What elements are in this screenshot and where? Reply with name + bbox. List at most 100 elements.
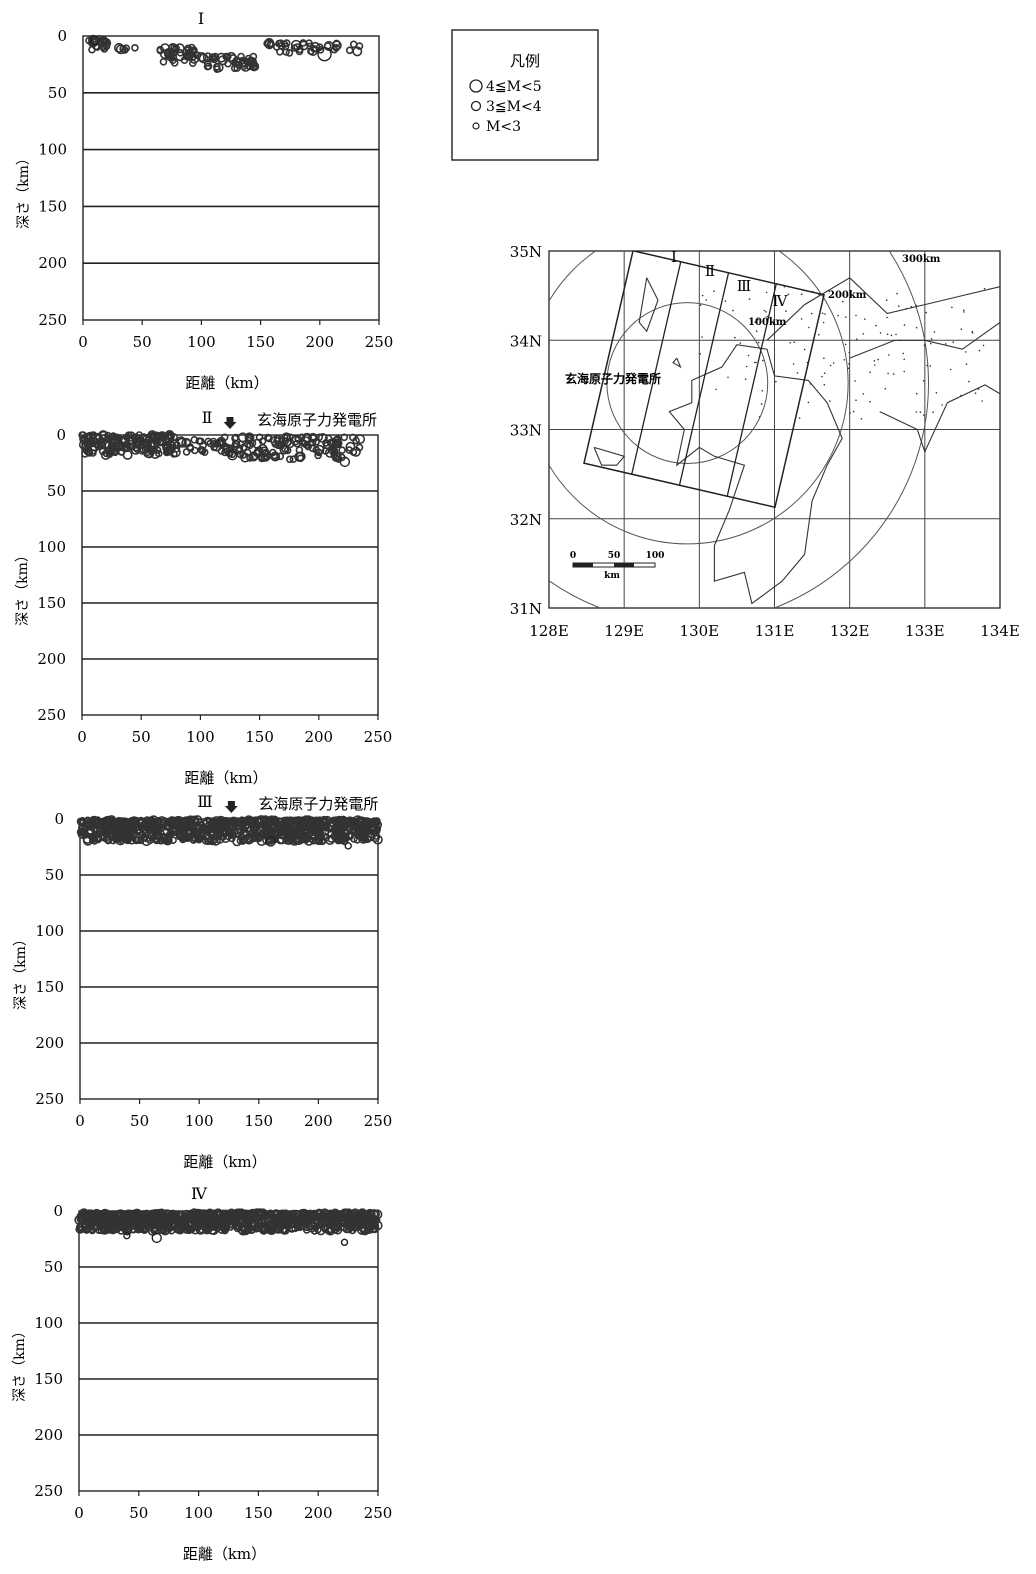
y-tick-label: 250 (38, 311, 67, 329)
hypocenter-point (174, 43, 185, 54)
coastline (638, 277, 659, 333)
y-tick-label: 0 (53, 1202, 63, 1220)
epicenter-dot (713, 290, 715, 293)
x-tick-label: 50 (132, 728, 151, 746)
hypocenter-point (359, 822, 370, 833)
epicenter-dot (960, 394, 962, 397)
hypocenter-point (372, 834, 383, 845)
hypocenter-point (78, 828, 87, 836)
epicenter-dot (898, 339, 900, 342)
y-tick-label: 150 (38, 197, 67, 215)
epicenter-dot (789, 342, 791, 344)
hypocenter-point (198, 446, 206, 455)
hypocenter-point (255, 1219, 264, 1227)
epicenter-dot (944, 343, 947, 345)
epicenter-dot (796, 372, 799, 374)
hypocenter-point (92, 42, 100, 51)
epicenter-dot (847, 367, 850, 370)
plot-frame (81, 434, 379, 716)
hypocenter-point (360, 1225, 369, 1234)
epicenter-dot (803, 348, 806, 351)
legend-item-label: 4≦M<5 (486, 79, 542, 95)
epicenter-dot (869, 400, 871, 403)
epicenter-dot (766, 315, 769, 318)
epicenter-dot (964, 351, 967, 353)
hypocenter-point (183, 438, 192, 447)
epicenter-dot (822, 321, 825, 324)
hypocenter-point (91, 824, 99, 833)
epicenter-dot (923, 344, 926, 347)
hypocenter-point (309, 434, 317, 442)
epicenter-dot (915, 411, 917, 413)
epicenter-dot (915, 326, 918, 329)
hypocenter-point (202, 837, 210, 845)
epicenter-dot (974, 392, 977, 395)
hypocenter-point (285, 49, 294, 57)
x-tick-label: 50 (133, 333, 152, 351)
hypocenter-point (142, 1212, 150, 1220)
y-tick-label: 100 (38, 141, 67, 159)
epicenter-dot (732, 309, 734, 312)
hypocenter-point (220, 433, 229, 442)
legend-symbol-medium (470, 100, 482, 112)
hypocenter-point (111, 825, 120, 833)
hypocenter-points (74, 1208, 383, 1247)
x-tick-label: 100 (187, 333, 216, 351)
epicenter-dot (903, 370, 905, 373)
hypocenter-point (274, 1225, 283, 1233)
coastline (721, 607, 723, 608)
hypocenter-point (232, 818, 241, 827)
hypocenter-point (327, 438, 338, 449)
hypocenter-point (293, 439, 301, 448)
epicenter-dot (983, 287, 986, 290)
epicenter-dot (758, 416, 761, 418)
hypocenter-point (134, 826, 143, 834)
hypocenter-point (310, 1222, 319, 1230)
longitude-label: 131E (755, 622, 795, 640)
hypocenter-point (187, 1209, 196, 1218)
hypocenter-point (271, 816, 279, 825)
hypocenter-point (227, 449, 238, 461)
x-tick-label: 100 (185, 1112, 214, 1130)
hypocenter-point (312, 816, 321, 825)
hypocenter-point (214, 1215, 225, 1226)
y-axis-label: 深さ（km） (13, 932, 29, 1010)
hypocenter-point (79, 818, 87, 827)
hypocenter-point (370, 824, 381, 835)
hypocenter-point (109, 433, 117, 441)
hypocenter-point (260, 817, 271, 828)
hypocenter-point (109, 836, 117, 845)
hypocenter-point (249, 817, 258, 826)
hypocenter-point (328, 447, 337, 456)
hypocenter-point (98, 1215, 106, 1223)
hypocenter-point (153, 822, 162, 831)
hypocenter-point (221, 1223, 230, 1232)
epicenter-dot (775, 380, 777, 383)
epicenter-dot (705, 299, 707, 301)
cross-section-chart: 0 50 100 150 200 250 0 50 100 150 200 250 距離（km） 深さ（k… (16, 9, 393, 392)
y-axis-label: 深さ（km） (16, 151, 32, 229)
epicenter-dot (747, 354, 750, 357)
epicenter-dot (930, 342, 932, 345)
hypocenter-point (283, 835, 292, 843)
epicenter-dot (748, 298, 751, 300)
y-tick-label: 200 (38, 254, 67, 272)
y-tick-label: 100 (34, 1314, 63, 1332)
hypocenter-point (345, 441, 356, 452)
hypocenter-point (302, 441, 311, 449)
hypocenter-point (97, 819, 105, 827)
hypocenter-point (190, 435, 199, 444)
hypocenter-point (195, 821, 206, 832)
section-strip-divider (631, 261, 682, 475)
hypocenter-point (206, 439, 214, 448)
hypocenter-point (320, 832, 329, 840)
hypocenter-point (221, 1214, 229, 1222)
y-tick-label: 250 (34, 1482, 63, 1500)
hypocenter-point (290, 1213, 298, 1222)
hypocenter-point (327, 1225, 335, 1234)
hypocenter-point (254, 446, 265, 457)
hypocenter-point (345, 1225, 353, 1234)
epicenter-dot (971, 330, 974, 333)
hypocenter-point (78, 1209, 86, 1218)
